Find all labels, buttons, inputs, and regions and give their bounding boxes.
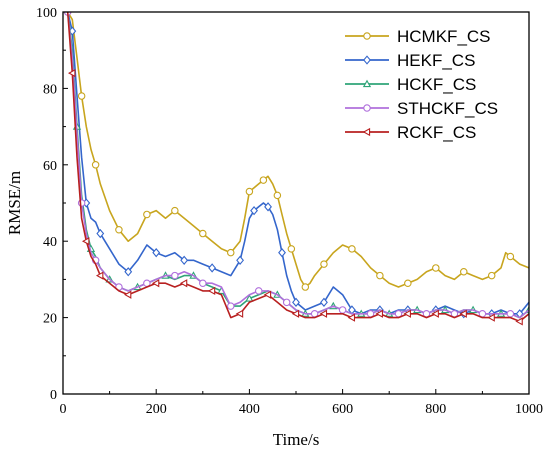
data-point-hcmkf-cs [273,191,282,200]
data-point-hekf-cs [320,297,328,307]
data-point-sthckf-cs [77,199,86,207]
series-layer [63,12,529,326]
x-tick-label: 800 [425,402,446,417]
data-point-hekf-cs [264,202,272,212]
legend-label: HCMKF_CS [397,27,491,46]
data-point-hckf-cs [245,294,254,302]
data-point-hcmkf-cs [506,252,515,261]
series-line-rckf-cs [66,12,529,323]
data-point-sthckf-cs [282,298,291,307]
data-point-rckf-cs [179,279,188,288]
data-point-hcmkf-cs [227,248,235,257]
data-point-rckf-cs [235,309,244,318]
data-point-hcmkf-cs [245,187,254,196]
data-point-rckf-cs [81,237,90,246]
data-point-rckf-cs [95,271,104,280]
data-point-rckf-cs [431,309,439,318]
data-point-rckf-cs [515,317,523,326]
data-point-rckf-cs [123,290,132,299]
data-point-sthckf-cs [254,287,263,295]
legend-marker [362,79,372,88]
data-point-sthckf-cs [171,271,179,280]
y-axis-title: RMSE/m [5,171,24,235]
legend: HCMKF_CS HEKF_CS HCKF_CS STHCKF_CS RCKF_CS [345,27,498,142]
legend-item-hekf-cs: HEKF_CS [345,51,475,70]
legend-marker [363,104,371,112]
data-point-rckf-cs [151,279,160,288]
data-point-hcmkf-cs [287,245,296,253]
data-point-hekf-cs [124,267,133,277]
data-point-rckf-cs [291,309,300,318]
data-point-hcmkf-cs [404,279,412,287]
data-point-rckf-cs [487,313,495,322]
data-point-hcmkf-cs [348,245,356,253]
legend-item-hckf-cs: HCKF_CS [345,75,476,94]
data-point-hekf-cs [236,255,244,265]
x-tick-label: 600 [332,402,353,417]
data-point-sthckf-cs [338,306,347,314]
data-point-hcmkf-cs [115,225,123,234]
legend-label: RCKF_CS [397,123,476,142]
data-point-hekf-cs [96,228,105,239]
legend-item-hcmkf-cs: HCMKF_CS [345,27,491,46]
legend-label: HCKF_CS [397,75,476,94]
data-point-rckf-cs [459,309,467,318]
data-point-hekf-cs [250,205,258,216]
data-point-hcmkf-cs [91,161,100,169]
data-point-hcmkf-cs [320,260,328,268]
data-point-hcmkf-cs [487,271,496,280]
data-point-sthckf-cs [199,279,207,287]
y-tick-label: 0 [50,388,57,403]
data-point-rckf-cs [375,309,383,318]
data-point-hcmkf-cs [301,283,310,291]
legend-label: HEKF_CS [397,51,475,70]
x-tick-label: 400 [239,402,260,417]
y-tick-label: 100 [36,6,57,21]
ticks-layer: 0 200 400 600 800 1000 0 20 40 60 80 100 [36,6,543,417]
legend-marker [362,127,371,137]
data-point-rckf-cs [403,309,411,318]
data-point-hekf-cs [180,255,189,265]
data-point-hekf-cs [208,263,217,273]
x-tick-label: 0 [60,402,67,417]
data-point-rckf-cs [67,68,76,78]
y-tick-label: 20 [43,312,57,327]
data-point-rckf-cs [263,290,272,299]
series-line-hcmkf-cs [67,12,529,288]
data-point-hcmkf-cs [259,176,268,184]
data-point-rckf-cs [319,309,328,318]
legend-item-rckf-cs: RCKF_CS [345,123,476,142]
data-point-sthckf-cs [506,310,515,318]
legend-marker [363,32,371,40]
data-point-hcmkf-cs [77,92,86,100]
x-tick-label: 200 [146,402,167,417]
data-point-rckf-cs [207,286,216,295]
data-point-hekf-cs [278,248,286,258]
y-tick-label: 60 [43,159,57,174]
data-point-hekf-cs [152,248,161,258]
data-point-hcmkf-cs [143,210,151,219]
x-axis-title: Time/s [273,430,320,449]
data-point-sthckf-cs [227,302,235,310]
data-point-hcmkf-cs [376,271,384,280]
data-point-hcmkf-cs [199,229,207,238]
legend-label: STHCKF_CS [397,99,498,118]
legend-item-sthckf-cs: STHCKF_CS [345,99,498,118]
data-point-hcmkf-cs [460,268,468,276]
y-tick-label: 40 [43,235,57,250]
data-point-hekf-cs [292,297,300,307]
data-point-hcmkf-cs [432,264,440,272]
data-point-rckf-cs [347,313,356,322]
y-tick-label: 80 [43,82,57,97]
data-point-hcmkf-cs [171,206,179,215]
x-tick-label: 1000 [515,402,543,417]
legend-marker [363,55,371,65]
